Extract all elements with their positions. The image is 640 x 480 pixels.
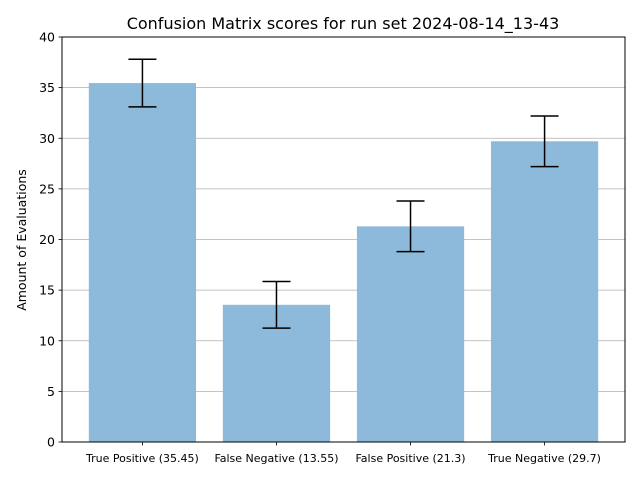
bar-2 — [356, 226, 465, 442]
x-tick-label: True Negative (29.7) — [487, 452, 601, 465]
y-tick-label: 10 — [39, 333, 55, 348]
x-tick-label: False Negative (13.55) — [214, 452, 338, 465]
error-bar-0 — [128, 58, 157, 108]
y-tick-label: 20 — [39, 232, 55, 247]
y-tick-label: 35 — [39, 80, 55, 95]
chart-title: Confusion Matrix scores for run set 2024… — [127, 14, 560, 34]
error-bars — [128, 58, 559, 329]
x-ticks: True Positive (35.45) False Negative (13.… — [85, 442, 601, 465]
error-bar-2 — [396, 200, 425, 253]
y-tick-label: 0 — [47, 435, 55, 450]
x-tick-label: False Positive (21.3) — [355, 452, 465, 465]
y-tick-label: 15 — [39, 283, 55, 298]
y-tick-label: 30 — [39, 131, 55, 146]
y-tick-label: 40 — [39, 30, 55, 45]
y-axis-label: Amount of Evaluations — [14, 169, 29, 311]
bar-0 — [88, 83, 197, 442]
bars — [88, 83, 599, 442]
x-tick-label: True Positive (35.45) — [85, 452, 199, 465]
y-tick-label: 5 — [47, 384, 55, 399]
error-bar-3 — [530, 115, 559, 168]
bar-3 — [490, 141, 599, 442]
error-bar-1 — [262, 280, 291, 329]
y-ticks: 0 5 10 15 20 25 30 35 40 — [39, 30, 62, 450]
y-tick-label: 25 — [39, 181, 55, 196]
